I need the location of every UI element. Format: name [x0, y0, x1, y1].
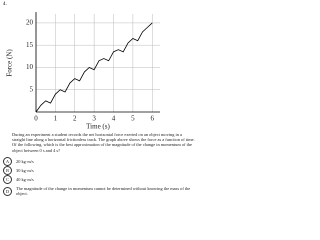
- y-axis-label: Force (N): [6, 49, 14, 77]
- x-tick-label: 3: [92, 115, 96, 123]
- option-text: The magnitude of the change in momentum …: [16, 186, 191, 196]
- option-letter: D: [3, 186, 12, 196]
- option-letter: B: [3, 166, 12, 175]
- y-tick-label: 20: [26, 19, 34, 27]
- x-tick-label: 6: [151, 115, 155, 123]
- question-number: 4.: [3, 2, 7, 7]
- option[interactable]: A 20 kg·m/s: [3, 157, 197, 166]
- page: 4. 5 10 15 20 0 1 2 3 4 5 6 Time (s) Force (N) Durin…: [3, 2, 197, 196]
- x-tick-label: 0: [34, 115, 38, 123]
- x-tick-label: 5: [131, 115, 135, 123]
- force-curve: [35, 22, 153, 113]
- question-text: During an experiment a student records t…: [12, 132, 195, 153]
- y-tick-label: 5: [30, 85, 34, 93]
- option[interactable]: B 30 kg·m/s: [3, 166, 197, 175]
- chart: 5 10 15 20 0 1 2 3 4 5 6 Time (s) Force (N): [6, 12, 160, 130]
- y-tick-label: 10: [26, 63, 34, 71]
- y-tick-label: 15: [26, 41, 34, 49]
- option-letter: A: [3, 157, 12, 166]
- option[interactable]: D The magnitude of the change in momentum…: [3, 186, 197, 196]
- x-tick-label: 4: [112, 115, 116, 123]
- option-letter: C: [3, 175, 12, 184]
- x-tick-label: 2: [73, 115, 77, 123]
- x-tick-label: 1: [54, 115, 58, 123]
- option[interactable]: C 40 kg·m/s: [3, 175, 197, 184]
- option-text: 20 kg·m/s: [16, 159, 34, 164]
- option-text: 40 kg·m/s: [16, 177, 34, 182]
- option-text: 30 kg·m/s: [16, 168, 34, 173]
- x-axis-label: Time (s): [86, 123, 110, 130]
